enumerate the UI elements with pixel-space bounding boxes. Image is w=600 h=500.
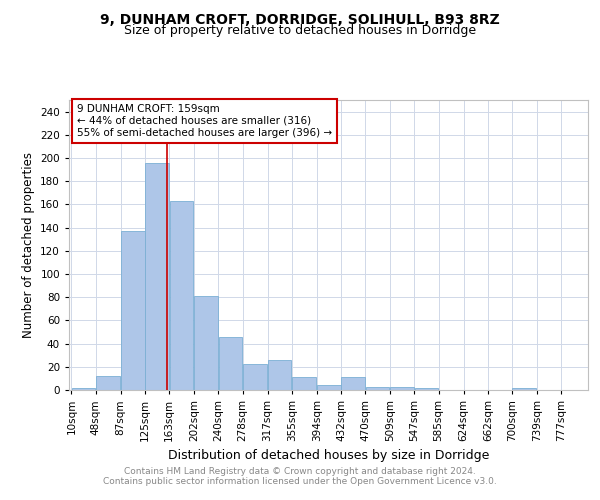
Bar [170,201,193,390]
Text: Size of property relative to detached houses in Dorridge: Size of property relative to detached ho… [124,24,476,37]
Bar [292,377,316,390]
Text: 9, DUNHAM CROFT, DORRIDGE, SOLIHULL, B93 8RZ: 9, DUNHAM CROFT, DORRIDGE, SOLIHULL, B93… [100,12,500,26]
Bar [317,386,341,390]
Bar [391,386,414,390]
Text: 9 DUNHAM CROFT: 159sqm
← 44% of detached houses are smaller (316)
55% of semi-de: 9 DUNHAM CROFT: 159sqm ← 44% of detached… [77,104,332,138]
Bar [268,360,292,390]
X-axis label: Distribution of detached houses by size in Dorridge: Distribution of detached houses by size … [168,450,489,462]
Bar [341,377,365,390]
Text: Contains public sector information licensed under the Open Government Licence v3: Contains public sector information licen… [103,477,497,486]
Bar [365,386,389,390]
Bar [121,231,145,390]
Bar [194,296,218,390]
Bar [415,388,439,390]
Bar [96,376,119,390]
Bar [145,162,169,390]
Bar [218,336,242,390]
Text: Contains HM Land Registry data © Crown copyright and database right 2024.: Contains HM Land Registry data © Crown c… [124,467,476,476]
Y-axis label: Number of detached properties: Number of detached properties [22,152,35,338]
Bar [512,388,536,390]
Bar [243,364,266,390]
Bar [72,388,95,390]
